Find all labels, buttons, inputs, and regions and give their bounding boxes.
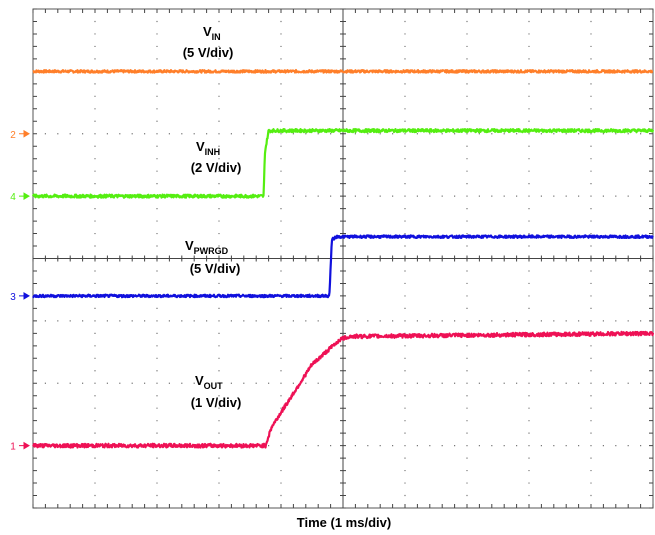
vout-label: VOUT (195, 373, 223, 391)
channel-marker-group: 2 4 3 1 (10, 129, 30, 453)
vout-ground-marker (19, 441, 30, 450)
vin-label: VIN (203, 24, 221, 42)
trace-group (31, 69, 655, 449)
vin-trace (32, 69, 654, 74)
vpwrgd-ground-marker (19, 292, 30, 300)
graticule-ticks (32, 8, 654, 509)
vinh-ground-marker (19, 192, 30, 201)
vin-channel-number: 2 (10, 130, 16, 141)
vpwrgd-label: VPWRGD (185, 238, 229, 256)
vout-scale: (1 V/div) (191, 395, 242, 410)
vin-scale: (5 V/div) (183, 45, 234, 60)
vin-ground-marker (19, 129, 30, 138)
vpwrgd-trace (32, 234, 654, 299)
vpwrgd-channel-number: 3 (10, 292, 16, 303)
vinh-label: VINH (196, 139, 220, 157)
x-axis-title: Time (1 ms/div) (297, 515, 391, 530)
vout-channel-number: 1 (10, 442, 16, 453)
vpwrgd-scale: (5 V/div) (190, 261, 241, 276)
vinh-trace (31, 128, 655, 199)
vinh-scale: (2 V/div) (191, 160, 242, 175)
graticule (32, 8, 654, 509)
vinh-channel-number: 4 (10, 192, 16, 203)
vout-trace (32, 330, 655, 449)
